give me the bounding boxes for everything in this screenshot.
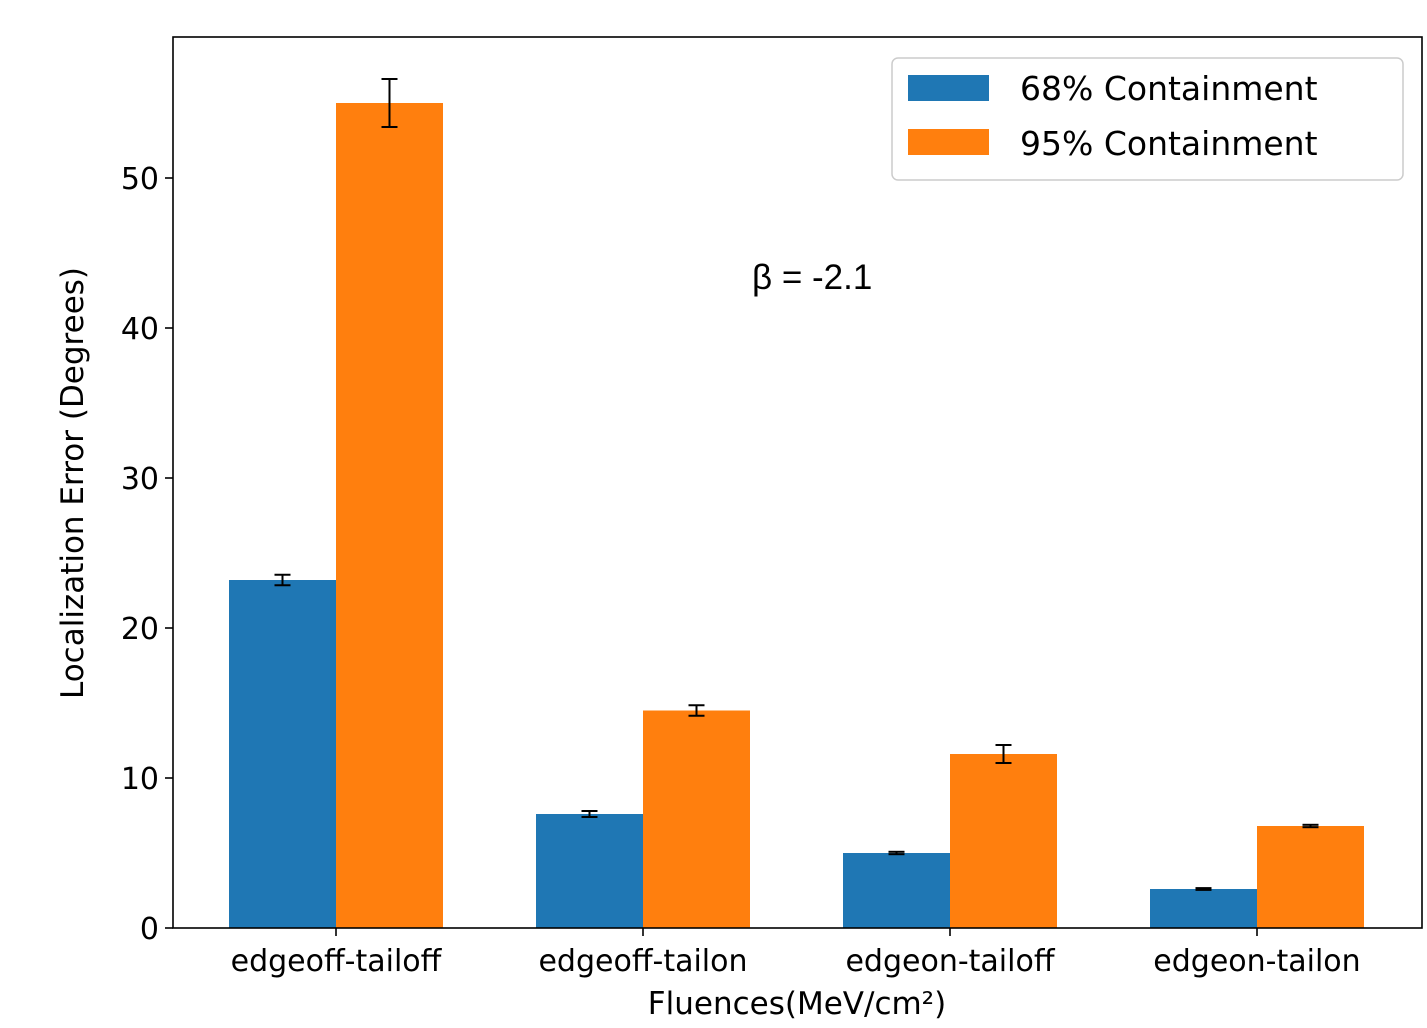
y-axis-label: Localization Error (Degrees) — [55, 267, 91, 699]
legend-box — [891, 57, 1404, 181]
x-tick-label: edgeon-tailoff — [845, 944, 1055, 979]
errorbar-68-edgeon-tailoff — [888, 850, 905, 856]
y-tick-label: 40 — [121, 312, 159, 347]
plot-frame — [172, 36, 1423, 929]
bar-95-edgeoff-tailon — [643, 710, 750, 928]
legend-label-68: 68% Containment — [1020, 69, 1318, 108]
legend-swatch-68 — [908, 75, 989, 101]
errorbar-95-edgeon-tailon — [1302, 823, 1319, 829]
x-tick-label: edgeoff-tailon — [538, 944, 747, 979]
bar-68-edgeoff-tailon — [536, 814, 643, 928]
errorbar-68-edgeoff-tailoff — [274, 573, 291, 587]
bar-68-edgeoff-tailoff — [229, 580, 336, 928]
errorbars-layer — [274, 78, 1319, 891]
errorbar-68-edgeon-tailon — [1195, 887, 1212, 891]
errorbar-95-edgeon-tailoff — [995, 744, 1012, 764]
y-tick-label: 50 — [121, 162, 159, 197]
y-tick-label: 30 — [121, 462, 159, 497]
annotation-text: β = -2.1 — [752, 258, 872, 297]
legend-label-95: 95% Containment — [1020, 124, 1318, 163]
y-axis-ticks: 0 10 20 30 40 50 — [121, 162, 173, 947]
x-tick-label: edgeoff-tailoff — [231, 944, 443, 979]
errorbar-95-edgeoff-tailon — [688, 704, 705, 717]
bar-95-edgeon-tailoff — [950, 754, 1057, 928]
bar-95-edgeon-tailon — [1257, 826, 1364, 928]
bars-layer — [229, 103, 1364, 928]
bar-95-edgeoff-tailoff — [336, 103, 443, 928]
bar-68-edgeon-tailoff — [843, 853, 950, 928]
legend: 68% Containment 95% Containment — [891, 57, 1404, 181]
x-axis-ticks: edgeoff-tailoff edgeoff-tailon edgeon-tail… — [231, 928, 1361, 979]
y-tick-label: 10 — [121, 762, 159, 797]
bar-68-edgeon-tailon — [1150, 889, 1257, 928]
legend-swatch-95 — [908, 129, 989, 155]
errorbar-68-edgeoff-tailon — [581, 810, 598, 818]
x-axis-label: Fluences(MeV/cm²) — [648, 986, 946, 1022]
y-tick-label: 20 — [121, 612, 159, 647]
y-tick-label: 0 — [140, 912, 159, 947]
x-tick-label: edgeon-tailon — [1153, 944, 1360, 979]
errorbar-95-edgeoff-tailoff — [381, 78, 398, 128]
